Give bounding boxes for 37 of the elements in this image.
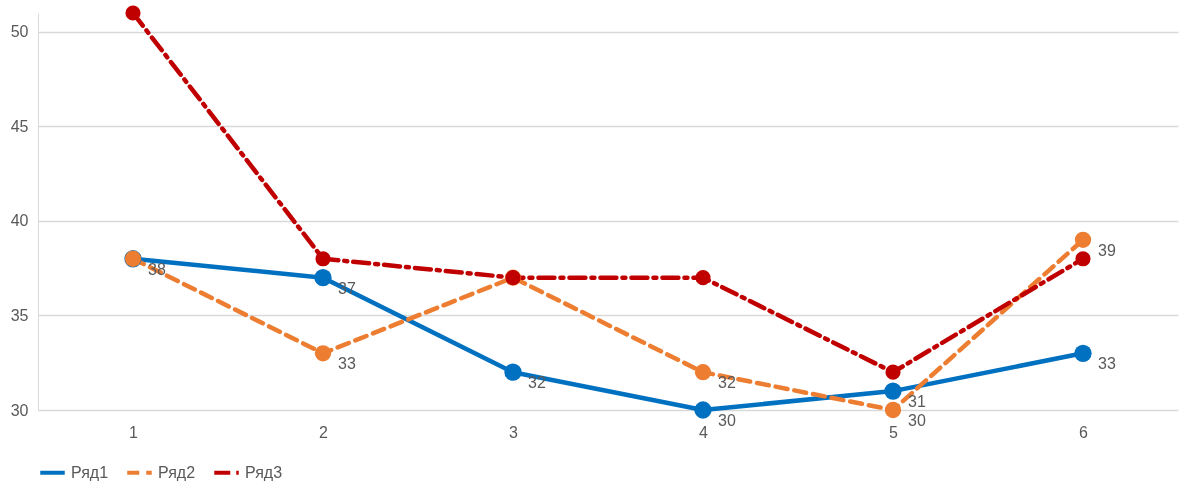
data-label: 33 xyxy=(338,355,356,373)
y-tick-label: 35 xyxy=(10,306,29,324)
point xyxy=(884,382,902,400)
data-label: 39 xyxy=(1098,241,1116,259)
legend-label: Ряд1 xyxy=(71,463,109,481)
data-label: 32 xyxy=(718,374,736,392)
point xyxy=(504,363,522,381)
x-tick-label: 2 xyxy=(319,423,329,441)
point xyxy=(884,401,902,419)
x-tick-label: 5 xyxy=(889,423,899,441)
point xyxy=(694,364,712,381)
point xyxy=(694,401,712,419)
y-tick-label: 40 xyxy=(10,212,29,230)
point xyxy=(314,345,332,362)
legend-label: Ряд3 xyxy=(245,463,283,481)
data-label: 30 xyxy=(718,412,736,429)
x-tick-label: 1 xyxy=(129,423,139,441)
point xyxy=(1075,251,1091,267)
data-label: 31 xyxy=(908,393,926,411)
legend-label: Ряд2 xyxy=(158,463,196,481)
point xyxy=(1074,231,1092,248)
point xyxy=(695,270,711,286)
data-label: 37 xyxy=(338,279,356,297)
point xyxy=(315,251,331,267)
point xyxy=(125,5,141,21)
x-tick-label: 4 xyxy=(699,423,709,441)
data-label: 32 xyxy=(528,374,546,392)
y-tick-label: 50 xyxy=(10,23,29,41)
x-tick-label: 6 xyxy=(1079,423,1089,441)
y-tick-label: 30 xyxy=(10,401,29,419)
point xyxy=(885,364,901,380)
data-label: 30 xyxy=(908,412,926,429)
data-label: 33 xyxy=(1098,355,1116,373)
y-tick-label: 45 xyxy=(10,117,29,135)
point xyxy=(314,269,332,287)
x-tick-label: 3 xyxy=(509,423,519,441)
point xyxy=(1074,344,1092,362)
